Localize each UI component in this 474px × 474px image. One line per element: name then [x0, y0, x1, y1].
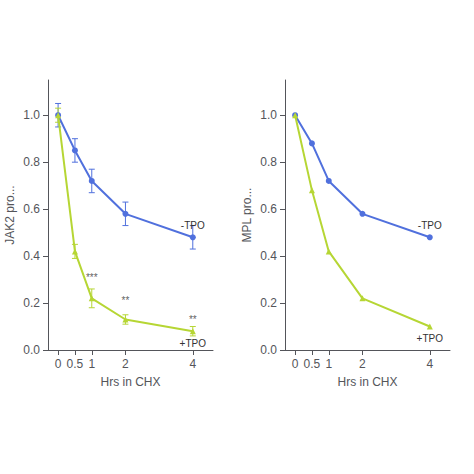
svg-text:0.8: 0.8 — [260, 155, 277, 169]
svg-text:2: 2 — [122, 357, 129, 371]
svg-text:+TPO: +TPO — [417, 333, 444, 344]
svg-text:-TPO: -TPO — [181, 220, 205, 231]
svg-text:0: 0 — [55, 357, 62, 371]
svg-text:**: ** — [189, 314, 197, 325]
svg-text:1.0: 1.0 — [23, 108, 40, 122]
svg-text:1: 1 — [325, 357, 332, 371]
svg-text:0.4: 0.4 — [260, 249, 277, 263]
svg-text:Hrs in CHX: Hrs in CHX — [100, 375, 160, 389]
svg-text:1.0: 1.0 — [260, 108, 277, 122]
svg-text:0.5: 0.5 — [304, 357, 321, 371]
svg-text:2: 2 — [359, 357, 366, 371]
svg-text:0: 0 — [292, 357, 299, 371]
svg-text:MPL pro...: MPL pro... — [240, 188, 254, 243]
svg-text:0.0: 0.0 — [260, 343, 277, 357]
svg-text:0.2: 0.2 — [23, 296, 40, 310]
svg-text:JAK2 pro...: JAK2 pro... — [3, 185, 17, 244]
svg-text:0.6: 0.6 — [23, 202, 40, 216]
svg-text:0.6: 0.6 — [260, 202, 277, 216]
svg-text:Hrs in CHX: Hrs in CHX — [337, 375, 397, 389]
svg-text:4: 4 — [189, 357, 196, 371]
svg-text:0.2: 0.2 — [260, 296, 277, 310]
svg-text:0.5: 0.5 — [67, 357, 84, 371]
svg-text:0.0: 0.0 — [23, 343, 40, 357]
svg-text:**: ** — [122, 295, 130, 306]
svg-text:+TPO: +TPO — [180, 338, 207, 349]
svg-text:0.8: 0.8 — [23, 155, 40, 169]
svg-text:4: 4 — [426, 357, 433, 371]
svg-text:0.4: 0.4 — [23, 249, 40, 263]
svg-text:1: 1 — [88, 357, 95, 371]
svg-text:***: *** — [86, 272, 98, 283]
svg-text:-TPO: -TPO — [418, 220, 442, 231]
